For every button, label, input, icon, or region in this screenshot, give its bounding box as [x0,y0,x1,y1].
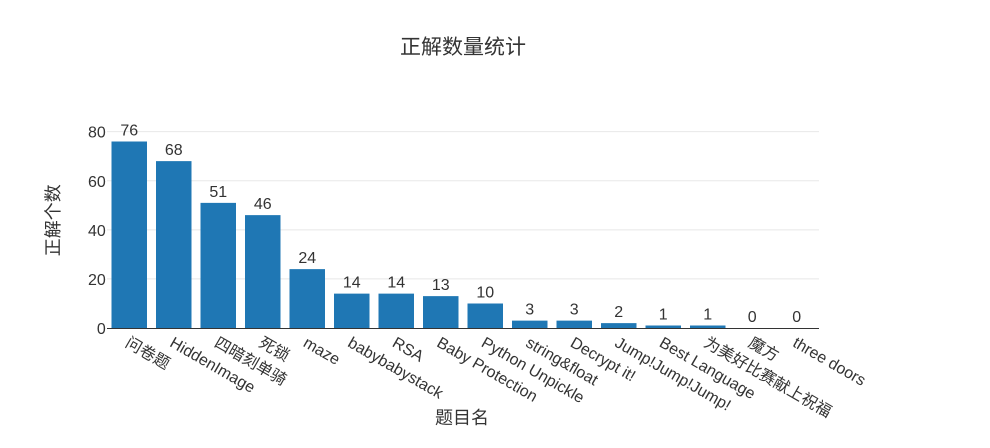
svg-text:3: 3 [570,302,579,319]
svg-text:2: 2 [614,304,623,321]
svg-text:3: 3 [525,302,534,319]
svg-text:76: 76 [120,123,138,140]
svg-text:13: 13 [432,277,450,294]
svg-text:1: 1 [703,307,712,324]
svg-text:51: 51 [209,184,227,201]
svg-text:0: 0 [792,309,801,326]
svg-text:40: 40 [88,223,106,240]
svg-text:46: 46 [254,196,272,213]
svg-text:10: 10 [476,284,494,301]
svg-text:1: 1 [659,307,668,324]
svg-text:68: 68 [165,142,183,159]
svg-text:20: 20 [88,272,106,289]
svg-text:80: 80 [88,125,106,142]
svg-text:0: 0 [97,321,106,338]
svg-text:24: 24 [298,250,316,267]
svg-text:14: 14 [343,275,361,292]
svg-text:14: 14 [387,275,405,292]
svg-text:0: 0 [748,309,757,326]
svg-text:60: 60 [88,174,106,191]
